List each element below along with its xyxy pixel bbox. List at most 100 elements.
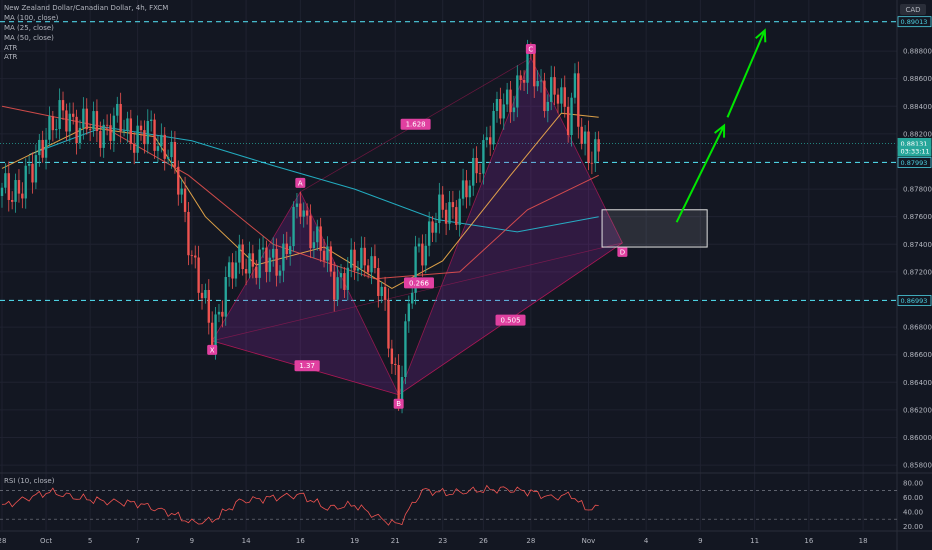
candle [41,130,44,163]
candle-body [200,292,204,299]
candle-body [72,113,75,117]
candle-body [373,256,377,269]
candle-body [322,250,326,261]
candle [444,202,448,236]
candle [366,259,370,279]
candle [499,87,502,125]
candle-body [187,211,190,256]
candle-body [353,249,356,271]
candle-body [394,363,397,366]
candle [109,113,112,150]
rsi-tick-label: 80.00 [903,480,923,488]
candle [58,88,61,140]
candle [163,127,166,171]
ratio-badge [400,118,431,130]
candle-body [302,210,305,217]
candle-body [587,131,590,163]
candle [99,121,102,157]
candle-body [224,276,227,317]
x-tick-label: Oct [40,537,52,545]
candle [326,236,329,273]
candle [255,259,258,285]
candle-body [566,106,570,136]
candle [461,168,465,206]
candle-body [455,207,458,225]
candle [139,120,143,141]
y-tick-label: 0.88600 [903,75,932,83]
candle-body [82,108,85,128]
candle-body [580,126,583,144]
candle-body [61,100,65,111]
candle-body [48,116,51,140]
candle [295,193,299,219]
ratio-label: 1.628 [406,121,426,129]
candles [0,39,600,414]
candle [370,247,373,285]
price-tag-label: 0.87993 [901,159,928,167]
candle [377,258,380,308]
arrow-head-0 [714,123,726,138]
candle [594,131,597,172]
candle-body [95,111,99,131]
candle-body [183,188,187,212]
candle [292,201,295,252]
candle-body [488,137,492,145]
y-tick-label: 0.86600 [903,351,932,359]
currency-button[interactable] [900,4,926,15]
candle-body [10,199,14,202]
candle-body [99,130,102,148]
candle [146,109,149,154]
candle [305,203,309,225]
candle [339,264,343,289]
candle-body [458,198,461,225]
candle-body [560,87,563,104]
candle-body [492,110,495,145]
candle [285,231,288,260]
candle-body [573,73,577,98]
candle-body [244,269,248,274]
candle [550,65,553,111]
candle [160,123,163,153]
candle [234,250,238,287]
candle [394,357,397,376]
candle-body [17,180,21,194]
candle-body [563,87,566,107]
candle-body [197,257,200,293]
candle-body [485,137,488,141]
candle [180,179,183,204]
legend-ma50: MA (50, close) [4,34,54,42]
candle [149,110,153,132]
candle [448,190,451,231]
candle [268,249,272,282]
y-tick-label: 0.87200 [903,268,932,276]
candle [553,66,556,106]
candle [258,238,261,290]
rsi-pane [0,484,897,526]
candle [177,160,180,206]
y-tick-label: 0.86200 [903,406,932,414]
x-tick-label: 7 [135,537,139,545]
x-tick-label: 5 [88,537,92,545]
candle [472,148,475,196]
candle [380,281,383,304]
candle [309,204,312,258]
candle [441,186,444,218]
candle [75,109,78,155]
legend-atr-1: ATR [4,44,18,52]
candle-body [577,73,580,127]
x-tick-label: 11 [750,537,759,545]
candle-body [156,146,160,151]
candle-body [377,268,380,296]
x-tick-label: 23 [438,537,447,545]
candle [387,288,390,358]
y-tick-label: 0.88200 [903,130,932,138]
candle-body [468,185,472,198]
candle [265,240,268,283]
candle-body [444,209,448,224]
candle-body [478,173,482,175]
bullish-arrow-0 [675,125,725,223]
candle-body [339,273,343,278]
candle [0,182,4,208]
